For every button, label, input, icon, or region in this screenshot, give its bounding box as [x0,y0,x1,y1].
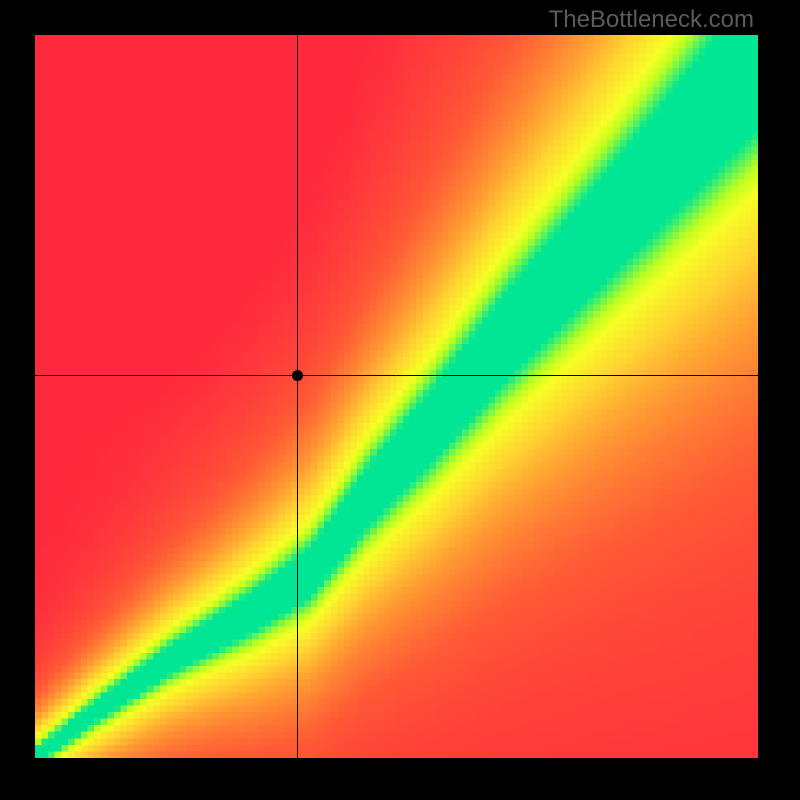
crosshair-overlay [35,35,758,758]
chart-container: TheBottleneck.com [0,0,800,800]
watermark-text: TheBottleneck.com [549,6,754,34]
